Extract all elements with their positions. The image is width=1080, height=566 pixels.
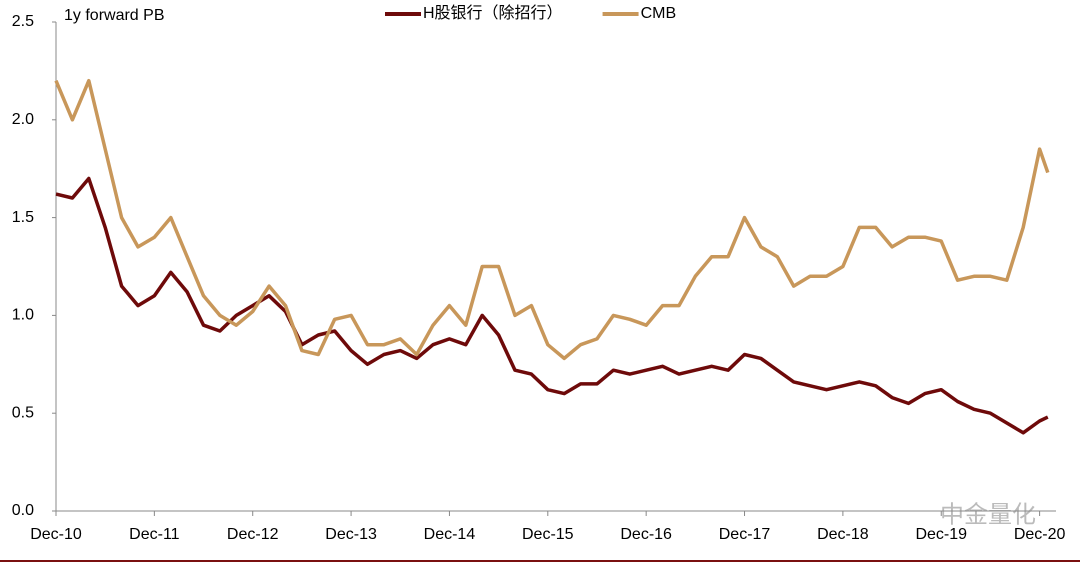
y-axis-label: 1y forward PB [64, 7, 164, 24]
x-tick-label: Dec-10 [30, 526, 82, 543]
x-tick-label: Dec-16 [620, 526, 672, 543]
x-tick-label: Dec-14 [424, 526, 476, 543]
x-tick-label: Dec-17 [719, 526, 771, 543]
x-tick-label: Dec-18 [817, 526, 869, 543]
x-tick-label: Dec-11 [129, 526, 179, 543]
legend-label: CMB [641, 5, 677, 22]
legend-label: H股银行（除招行） [423, 4, 563, 22]
series-line [55, 176, 1049, 435]
watermark: 中金量化 [940, 501, 1036, 528]
y-tick-label: 1.0 [12, 307, 34, 324]
y-tick-label: 0.0 [12, 502, 34, 519]
x-tick-label: Dec-19 [915, 526, 967, 543]
y-tick-label: 0.5 [12, 404, 34, 421]
x-tick-label: Dec-20 [1014, 526, 1066, 543]
series-line [54, 78, 1050, 361]
x-tick-label: Dec-15 [522, 526, 574, 543]
x-tick-label: Dec-12 [227, 526, 279, 543]
y-tick-label: 2.0 [12, 111, 34, 128]
y-tick-label: 1.5 [12, 209, 34, 226]
y-tick-label: 2.5 [12, 13, 34, 30]
x-tick-label: Dec-13 [325, 526, 377, 543]
